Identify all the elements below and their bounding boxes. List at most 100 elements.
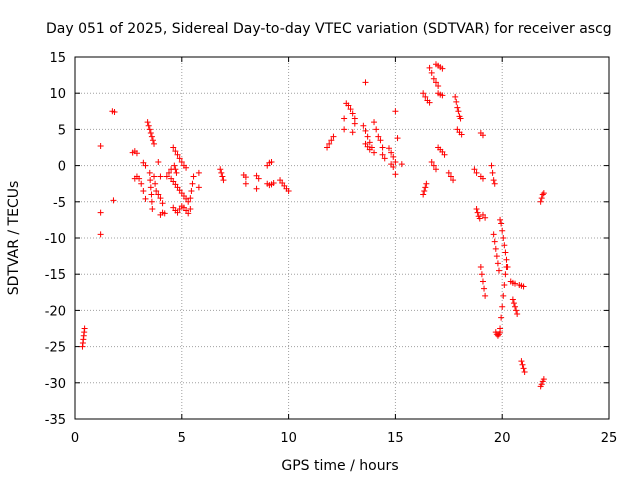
y-tick-label: -5 bbox=[53, 196, 66, 211]
data-point bbox=[366, 139, 373, 146]
data-point bbox=[190, 173, 197, 180]
data-point bbox=[165, 169, 172, 176]
data-point bbox=[458, 131, 465, 138]
data-point bbox=[482, 292, 489, 299]
data-point bbox=[502, 249, 509, 256]
data-point bbox=[97, 209, 104, 216]
data-point bbox=[341, 126, 348, 133]
data-point bbox=[97, 143, 104, 150]
data-point bbox=[439, 65, 446, 72]
data-point bbox=[110, 197, 117, 204]
data-point bbox=[151, 173, 158, 180]
y-tick-label: -35 bbox=[45, 413, 66, 428]
data-point bbox=[488, 162, 495, 169]
data-point bbox=[157, 195, 164, 202]
data-point bbox=[145, 122, 152, 129]
data-point bbox=[360, 122, 367, 129]
data-point bbox=[151, 140, 158, 147]
data-point bbox=[454, 104, 461, 111]
y-tick-label: -20 bbox=[45, 304, 66, 319]
data-point bbox=[157, 173, 164, 180]
data-point bbox=[172, 148, 179, 155]
data-point bbox=[161, 210, 168, 217]
data-point bbox=[521, 368, 528, 375]
y-tick-label: 15 bbox=[49, 51, 66, 66]
data-point bbox=[514, 311, 521, 318]
data-point bbox=[133, 150, 140, 157]
data-point bbox=[538, 195, 545, 202]
grid-lines bbox=[75, 57, 609, 419]
data-point bbox=[148, 191, 155, 198]
data-point bbox=[478, 271, 485, 278]
x-tick-label: 5 bbox=[178, 431, 186, 446]
data-point bbox=[148, 198, 155, 205]
data-points bbox=[79, 61, 547, 390]
data-point bbox=[187, 195, 194, 202]
data-point bbox=[510, 300, 517, 307]
data-point bbox=[428, 69, 435, 76]
data-point bbox=[220, 177, 227, 184]
y-axis-label: SDTVAR / TECUs bbox=[6, 181, 22, 296]
data-point bbox=[450, 177, 457, 184]
data-point bbox=[147, 130, 154, 137]
data-point bbox=[330, 133, 337, 140]
data-point bbox=[482, 214, 489, 221]
data-point bbox=[499, 227, 506, 234]
data-point bbox=[385, 145, 392, 152]
data-point bbox=[492, 245, 499, 252]
data-point bbox=[432, 166, 439, 173]
data-point bbox=[498, 314, 505, 321]
data-point bbox=[390, 164, 397, 171]
data-point bbox=[453, 98, 460, 105]
data-point bbox=[142, 162, 149, 169]
data-point bbox=[373, 126, 380, 133]
data-point bbox=[242, 180, 249, 187]
data-point bbox=[520, 365, 527, 372]
data-point bbox=[392, 108, 399, 115]
data-point bbox=[366, 146, 373, 153]
data-point bbox=[421, 187, 428, 194]
data-point bbox=[155, 191, 162, 198]
data-point bbox=[149, 206, 156, 213]
data-point bbox=[539, 191, 546, 198]
chart-title: Day 051 of 2025, Sidereal Day-to-day VTE… bbox=[46, 21, 612, 37]
data-point bbox=[326, 140, 333, 147]
data-point bbox=[351, 120, 358, 127]
data-point bbox=[473, 206, 480, 213]
data-point bbox=[255, 175, 262, 182]
data-point bbox=[189, 180, 196, 187]
x-tick-label: 0 bbox=[71, 431, 79, 446]
data-point bbox=[285, 187, 292, 194]
data-point bbox=[390, 153, 397, 160]
data-point bbox=[242, 174, 249, 181]
data-point bbox=[349, 110, 356, 117]
y-tick-label: 0 bbox=[58, 160, 66, 175]
data-point bbox=[219, 173, 226, 180]
data-point bbox=[341, 115, 348, 122]
data-point bbox=[479, 175, 486, 182]
data-point bbox=[430, 75, 437, 82]
data-point bbox=[481, 285, 488, 292]
data-point bbox=[447, 173, 454, 180]
data-point bbox=[392, 171, 399, 178]
axis-ticks: 0 5 10 15 20 25 -35 -30 -25 -20 -15 -10 -5 0 5 10 15 bbox=[45, 51, 618, 446]
data-point bbox=[430, 162, 437, 169]
data-point bbox=[497, 216, 504, 223]
data-point bbox=[518, 358, 525, 365]
data-point bbox=[138, 180, 145, 187]
y-tick-label: -15 bbox=[45, 268, 66, 283]
x-tick-label: 25 bbox=[601, 431, 618, 446]
data-point bbox=[498, 220, 505, 227]
data-point bbox=[423, 180, 430, 187]
data-point bbox=[171, 162, 178, 169]
data-point bbox=[178, 158, 185, 165]
x-tick-label: 15 bbox=[387, 431, 404, 446]
data-point bbox=[471, 166, 478, 173]
data-point bbox=[426, 64, 433, 71]
data-point bbox=[435, 82, 442, 89]
data-point bbox=[159, 200, 166, 207]
data-point bbox=[188, 187, 195, 194]
data-point bbox=[538, 381, 545, 388]
data-point bbox=[170, 144, 177, 151]
data-point bbox=[441, 151, 448, 158]
